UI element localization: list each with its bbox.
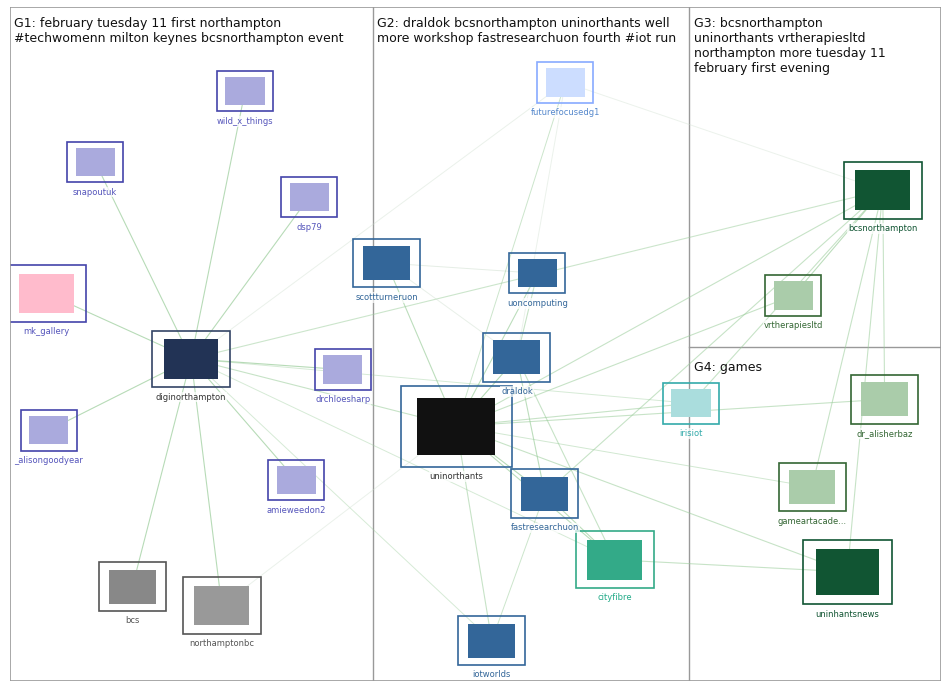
Bar <box>268 460 324 500</box>
Bar <box>290 183 329 211</box>
Text: snapoutuk: snapoutuk <box>73 188 117 197</box>
Text: draldok: draldok <box>501 387 533 396</box>
Bar <box>851 375 918 424</box>
Bar <box>323 356 362 384</box>
Text: uninhantsnews: uninhantsnews <box>815 610 880 619</box>
Bar <box>778 462 846 511</box>
Bar <box>509 253 565 293</box>
Bar <box>195 585 249 625</box>
Bar <box>109 570 156 603</box>
Bar <box>522 477 568 510</box>
Bar <box>788 470 835 504</box>
Text: scottturneruon: scottturneruon <box>355 293 418 302</box>
Bar <box>774 281 813 310</box>
Bar <box>417 398 496 455</box>
Bar <box>225 77 265 105</box>
Bar <box>281 177 337 217</box>
Bar <box>663 383 719 424</box>
Bar <box>401 386 512 466</box>
Bar <box>182 577 261 634</box>
Text: wild_x_things: wild_x_things <box>217 117 274 126</box>
Text: G2: draldok bcsnorthampton uninorthants well
more workshop fastresearchuon fourt: G2: draldok bcsnorthampton uninorthants … <box>377 17 676 45</box>
Text: uninorthants: uninorthants <box>429 472 484 481</box>
Bar <box>99 563 166 611</box>
Bar <box>163 339 218 378</box>
Bar <box>576 531 654 588</box>
Bar <box>844 162 922 219</box>
Bar <box>587 540 642 579</box>
Text: mk_gallery: mk_gallery <box>24 327 70 336</box>
Bar <box>493 341 541 374</box>
Text: bcsnorthampton: bcsnorthampton <box>848 224 918 233</box>
Bar <box>353 239 420 288</box>
Bar <box>816 549 879 594</box>
Bar <box>363 246 410 280</box>
Text: amieweedon2: amieweedon2 <box>267 506 326 515</box>
Bar <box>511 469 579 518</box>
Text: G3: bcsnorthampton
uninorthants vrtherapiesltd
northampton more tuesday 11
febru: G3: bcsnorthampton uninorthants vrtherap… <box>694 17 885 75</box>
Text: northamptonbc: northamptonbc <box>189 639 255 648</box>
Text: dsp79: dsp79 <box>296 223 322 232</box>
Text: cityfibre: cityfibre <box>598 594 632 603</box>
Bar <box>855 171 910 210</box>
Text: gameartacade...: gameartacade... <box>777 517 846 526</box>
Bar <box>766 275 822 316</box>
Text: _alisongoodyear: _alisongoodyear <box>14 456 83 465</box>
Text: futurefocusedg1: futurefocusedg1 <box>531 108 600 117</box>
Bar <box>29 416 68 444</box>
Bar <box>484 333 550 382</box>
Bar <box>468 624 515 658</box>
Text: irisiot: irisiot <box>679 429 703 438</box>
Text: fastresearchuon: fastresearchuon <box>511 524 579 533</box>
Text: dr_alisherbaz: dr_alisherbaz <box>857 429 913 438</box>
Bar <box>276 466 315 495</box>
Bar <box>803 539 892 604</box>
Bar <box>152 330 230 387</box>
Bar <box>545 68 585 96</box>
Bar <box>538 62 593 103</box>
Bar <box>458 616 525 665</box>
Text: uoncomputing: uoncomputing <box>507 299 568 308</box>
Text: G4: games: G4: games <box>694 361 762 374</box>
Text: G1: february tuesday 11 first northampton
#techwomenn milton keynes bcsnorthampt: G1: february tuesday 11 first northampto… <box>14 17 344 45</box>
Bar <box>672 389 711 418</box>
Text: drchloesharp: drchloesharp <box>315 395 370 405</box>
Bar <box>862 383 908 416</box>
Bar <box>21 410 77 451</box>
Bar <box>67 142 124 182</box>
Bar <box>314 350 370 390</box>
Bar <box>518 259 557 288</box>
Text: vrtherapiesltd: vrtherapiesltd <box>764 321 823 330</box>
Bar <box>218 71 273 111</box>
Text: bcs: bcs <box>125 616 140 625</box>
Bar <box>76 148 115 176</box>
Bar <box>8 265 85 322</box>
Text: diginorthampton: diginorthampton <box>156 393 226 402</box>
Bar <box>19 274 74 313</box>
Text: iotworlds: iotworlds <box>472 670 511 679</box>
